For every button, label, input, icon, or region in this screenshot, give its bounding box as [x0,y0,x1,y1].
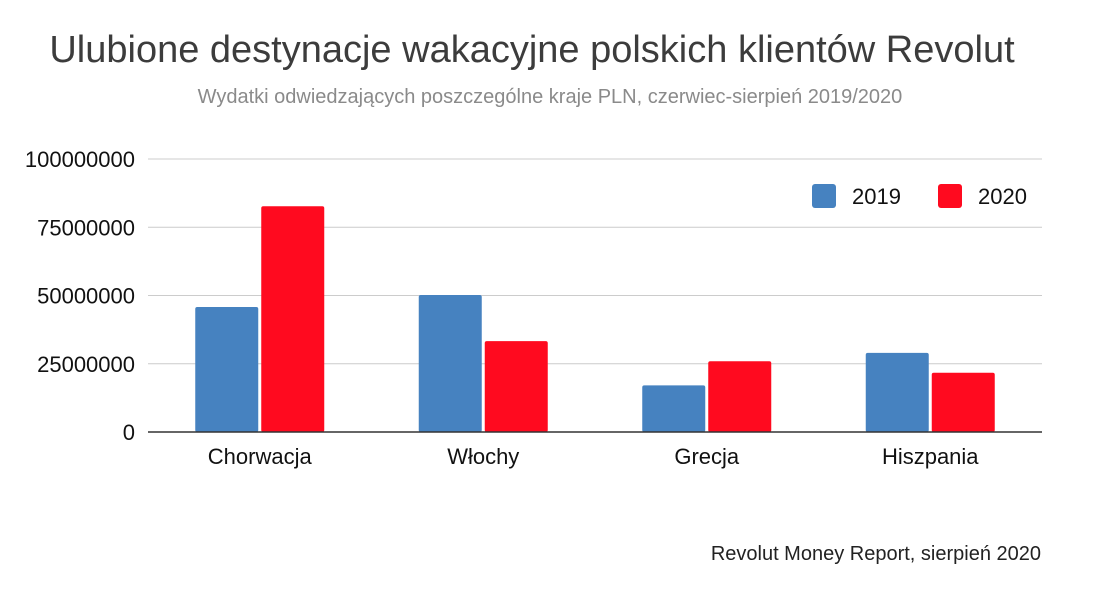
x-category-label: Włochy [447,444,519,469]
bar-2019-chorwacja [195,306,259,432]
bar-2019-włochy [418,294,482,432]
y-axis-ticks: 0 25000000 50000000 75000000 100000000 [25,147,135,445]
source-note: Revolut Money Report, sierpień 2020 [711,543,1041,565]
y-tick-label: 0 [123,420,135,445]
x-category-label: Chorwacja [208,444,313,469]
y-tick-label: 100000000 [25,147,135,172]
x-axis-labels: Chorwacja Włochy Grecja Hiszpania [208,444,980,469]
bar-2019-hiszpania [865,352,929,432]
bars [195,206,995,432]
y-tick-label: 50000000 [37,284,135,309]
chart-subtitle: Wydatki odwiedzających poszczególne kraj… [198,86,903,108]
chart-title: Ulubione destynacje wakacyjne polskich k… [49,29,1015,71]
bar-2020-włochy [484,341,548,432]
bar-2020-chorwacja [261,206,325,432]
legend: 2019 2020 [812,184,1027,209]
legend-swatch-2020 [938,184,962,208]
y-tick-label: 25000000 [37,352,135,377]
bar-2019-grecja [642,385,706,432]
bar-2020-hiszpania [931,372,995,432]
legend-label: 2019 [852,184,901,209]
legend-label: 2020 [978,184,1027,209]
y-tick-label: 75000000 [37,215,135,240]
x-category-label: Hiszpania [882,444,979,469]
bar-2020-grecja [708,361,772,432]
legend-swatch-2019 [812,184,836,208]
x-category-label: Grecja [674,444,740,469]
